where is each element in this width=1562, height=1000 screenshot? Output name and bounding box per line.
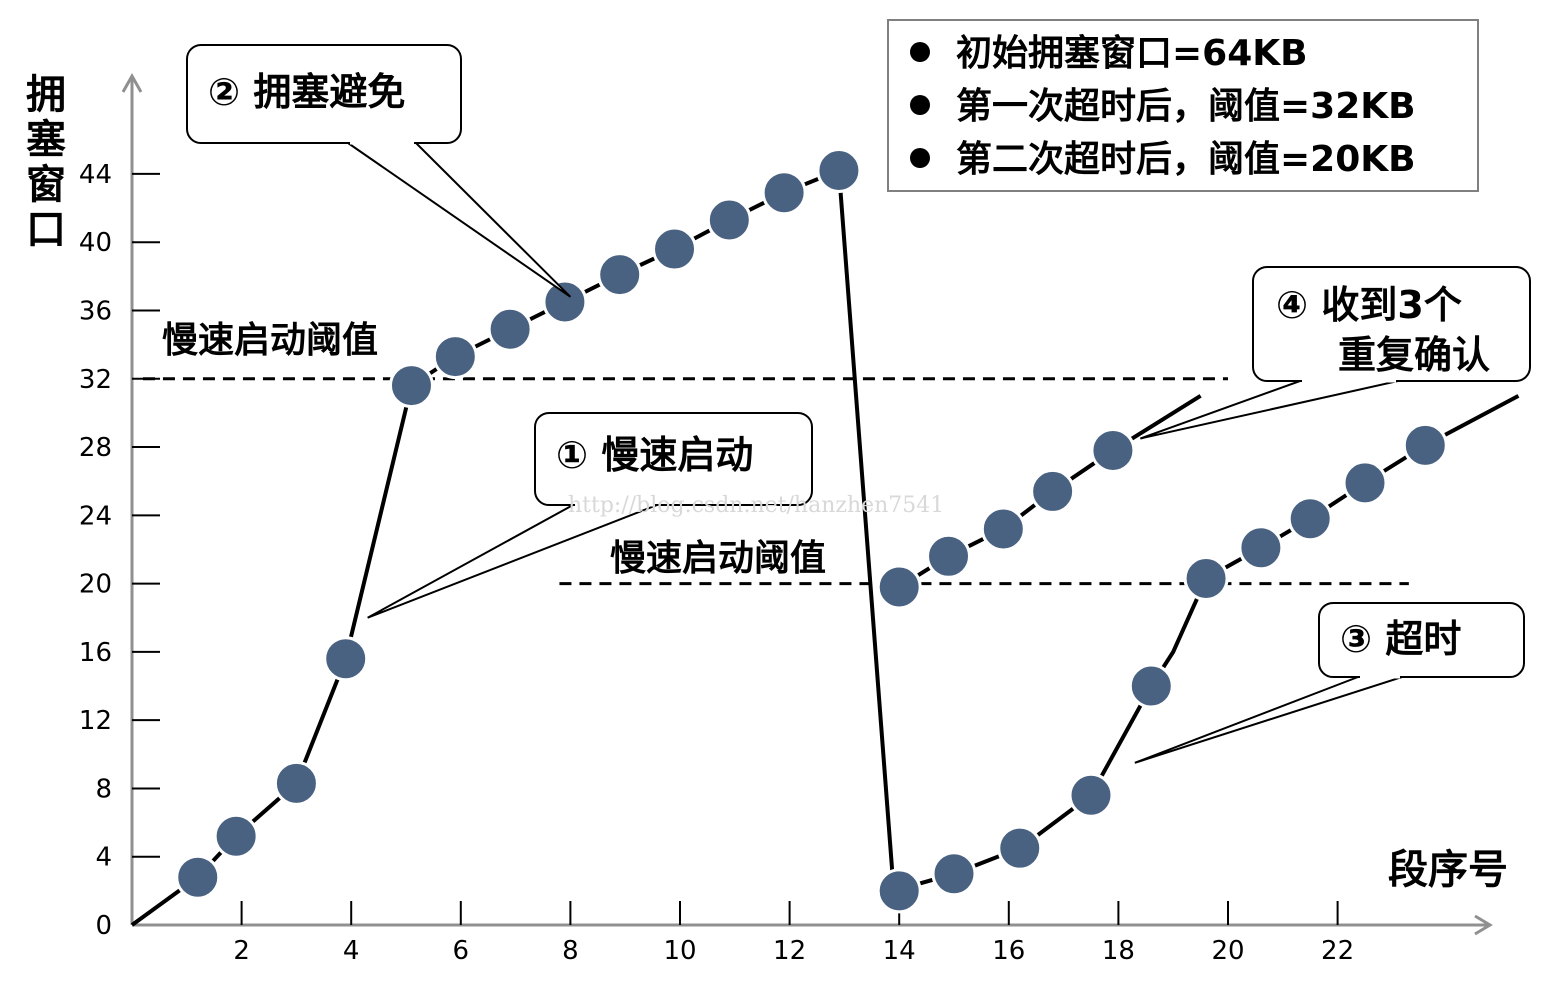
- x-ticks: 2 4 6 8 10 12 14 16 18 20 22: [233, 901, 1354, 966]
- y-tick-label: 20: [79, 570, 112, 600]
- y-tick-label: 16: [79, 638, 112, 668]
- data-point: [597, 252, 643, 298]
- data-point: [213, 813, 259, 859]
- callout-pointer: [344, 142, 572, 298]
- y-tick-label: 12: [79, 706, 112, 736]
- data-point: [652, 226, 698, 272]
- legend-bullet: [910, 148, 930, 168]
- x-tick-label: 18: [1102, 936, 1135, 966]
- callout-box: [1318, 602, 1525, 678]
- callout: ① 慢速启动: [367, 412, 813, 619]
- axes: [121, 72, 1493, 936]
- callout-text: ③ 超时: [1340, 617, 1461, 661]
- legend-item: 初始拥塞窗口=64KB: [956, 33, 1308, 74]
- legend-box: [887, 19, 1479, 192]
- y-tick-label: 44: [79, 160, 112, 190]
- y-tick-label: 0: [95, 911, 112, 941]
- legend-item: 第二次超时后，阈值=20KB: [956, 139, 1416, 180]
- y-axis-title-char: 口: [26, 207, 66, 253]
- data-point: [931, 851, 977, 897]
- data-point: [1183, 555, 1229, 601]
- y-ticks: 0 4 8 12 16 20 24 28 32 36 40 44: [79, 160, 160, 941]
- y-tick-label: 28: [79, 433, 112, 463]
- data-point: [1128, 663, 1174, 709]
- data-point: [388, 363, 434, 409]
- y-tick-label: 4: [95, 843, 112, 873]
- data-point: [1030, 468, 1076, 514]
- data-point: [175, 854, 221, 900]
- watermark: http://blog.csdn.net/hanzhen7541: [568, 493, 944, 518]
- data-point: [273, 760, 319, 806]
- data-point: [980, 506, 1026, 552]
- y-axis-arrow: [121, 72, 143, 93]
- data-point: [1342, 460, 1388, 506]
- data-point: [1090, 427, 1136, 473]
- y-axis-title-char: 拥: [26, 72, 66, 118]
- threshold-label: 慢速启动阈值: [610, 538, 826, 579]
- x-tick-label: 10: [663, 936, 696, 966]
- data-point: [487, 306, 533, 352]
- legend-bullet: [910, 42, 930, 62]
- callout: ② 拥塞避免: [186, 44, 572, 298]
- data-point: [432, 334, 478, 380]
- callout: ③ 超时: [1134, 602, 1525, 764]
- x-tick-label: 2: [233, 936, 250, 966]
- data-point: [926, 533, 972, 579]
- callout-text: ② 拥塞避免: [208, 70, 405, 114]
- data-point: [1402, 422, 1448, 468]
- y-tick-label: 24: [79, 501, 112, 531]
- x-tick-label: 6: [453, 936, 470, 966]
- data-point: [1068, 772, 1114, 818]
- data-point: [876, 868, 922, 914]
- data-point: [542, 279, 588, 325]
- data-point: [876, 564, 922, 610]
- data-points: [175, 148, 1448, 914]
- data-point: [761, 170, 807, 216]
- x-tick-label: 12: [773, 936, 806, 966]
- y-tick-label: 32: [79, 365, 112, 395]
- legend-item: 第一次超时后，阈值=32KB: [956, 86, 1416, 127]
- callout-text: 重复确认: [1338, 333, 1490, 377]
- x-tick-label: 4: [343, 936, 360, 966]
- threshold-label: 慢速启动阈值: [162, 320, 378, 361]
- y-axis-title-char: 塞: [26, 117, 66, 163]
- x-axis-title: 段序号: [1388, 847, 1508, 893]
- y-tick-label: 8: [95, 774, 112, 804]
- data-point: [997, 825, 1043, 871]
- legend: 初始拥塞窗口=64KB 第一次超时后，阈值=32KB 第二次超时后，阈值=20KB: [887, 19, 1479, 192]
- data-point: [706, 197, 752, 243]
- x-tick-label: 14: [883, 936, 916, 966]
- y-axis-title: 拥塞窗口: [26, 72, 66, 253]
- data-point: [1238, 525, 1284, 571]
- y-tick-label: 36: [79, 296, 112, 326]
- x-tick-label: 22: [1321, 936, 1354, 966]
- data-point: [1287, 496, 1333, 542]
- series-line: [836, 170, 896, 892]
- legend-bullet: [910, 95, 930, 115]
- y-tick-label: 40: [79, 228, 112, 258]
- data-point: [323, 636, 369, 682]
- x-tick-label: 8: [562, 936, 579, 966]
- data-point: [816, 148, 862, 194]
- x-tick-label: 16: [992, 936, 1025, 966]
- callout-text: ④ 收到3个: [1276, 283, 1462, 327]
- callout-box: [186, 44, 462, 144]
- y-axis-title-char: 窗: [26, 162, 66, 208]
- x-axis-arrow: [1474, 914, 1493, 936]
- x-tick-label: 20: [1211, 936, 1244, 966]
- callout-box: [534, 412, 813, 506]
- callout-pointer: [1134, 676, 1403, 764]
- callout-text: ① 慢速启动: [556, 433, 753, 477]
